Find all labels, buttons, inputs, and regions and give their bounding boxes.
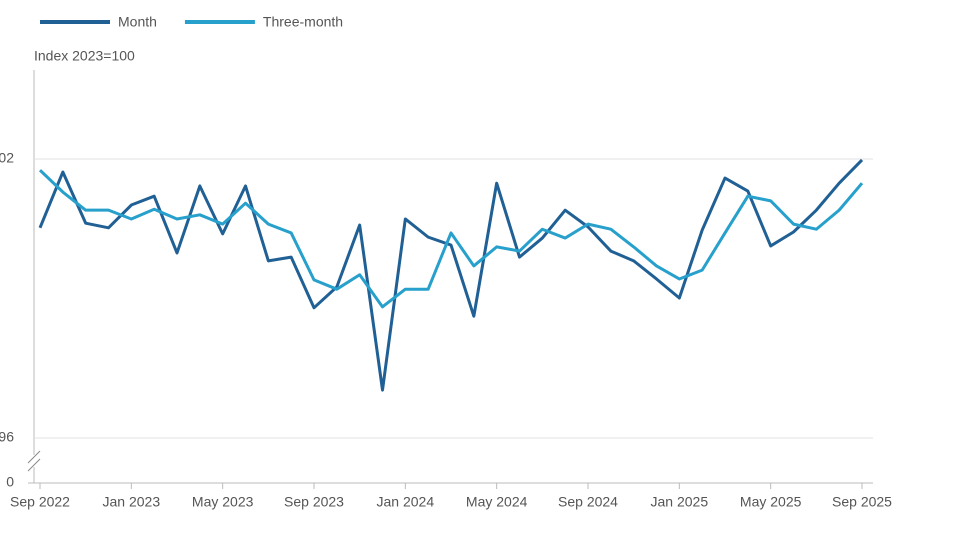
x-tick-label: May 2024 bbox=[466, 494, 528, 510]
series-line bbox=[38, 158, 864, 392]
y-tick-label: 96 bbox=[0, 429, 14, 445]
axis-break bbox=[27, 450, 41, 464]
y-axis-title: Index 2023=100 bbox=[34, 48, 135, 64]
x-tick-label: Jan 2023 bbox=[103, 494, 161, 510]
x-tick-label: May 2023 bbox=[192, 494, 254, 510]
legend-label: Three-month bbox=[263, 14, 343, 30]
x-tick-label: Sep 2022 bbox=[10, 494, 70, 510]
y-tick-label: 0 bbox=[6, 474, 14, 490]
x-tick-label: Jan 2024 bbox=[377, 494, 435, 510]
x-tick-label: Sep 2025 bbox=[832, 494, 892, 510]
x-tick-label: Sep 2024 bbox=[558, 494, 618, 510]
axis-break bbox=[27, 458, 41, 472]
series-line bbox=[38, 169, 864, 309]
y-tick-label: 102 bbox=[0, 150, 14, 166]
x-tick-label: Sep 2023 bbox=[284, 494, 344, 510]
x-tick-label: Jan 2025 bbox=[651, 494, 709, 510]
x-tick-label: May 2025 bbox=[740, 494, 802, 510]
legend-label: Month bbox=[118, 14, 157, 30]
